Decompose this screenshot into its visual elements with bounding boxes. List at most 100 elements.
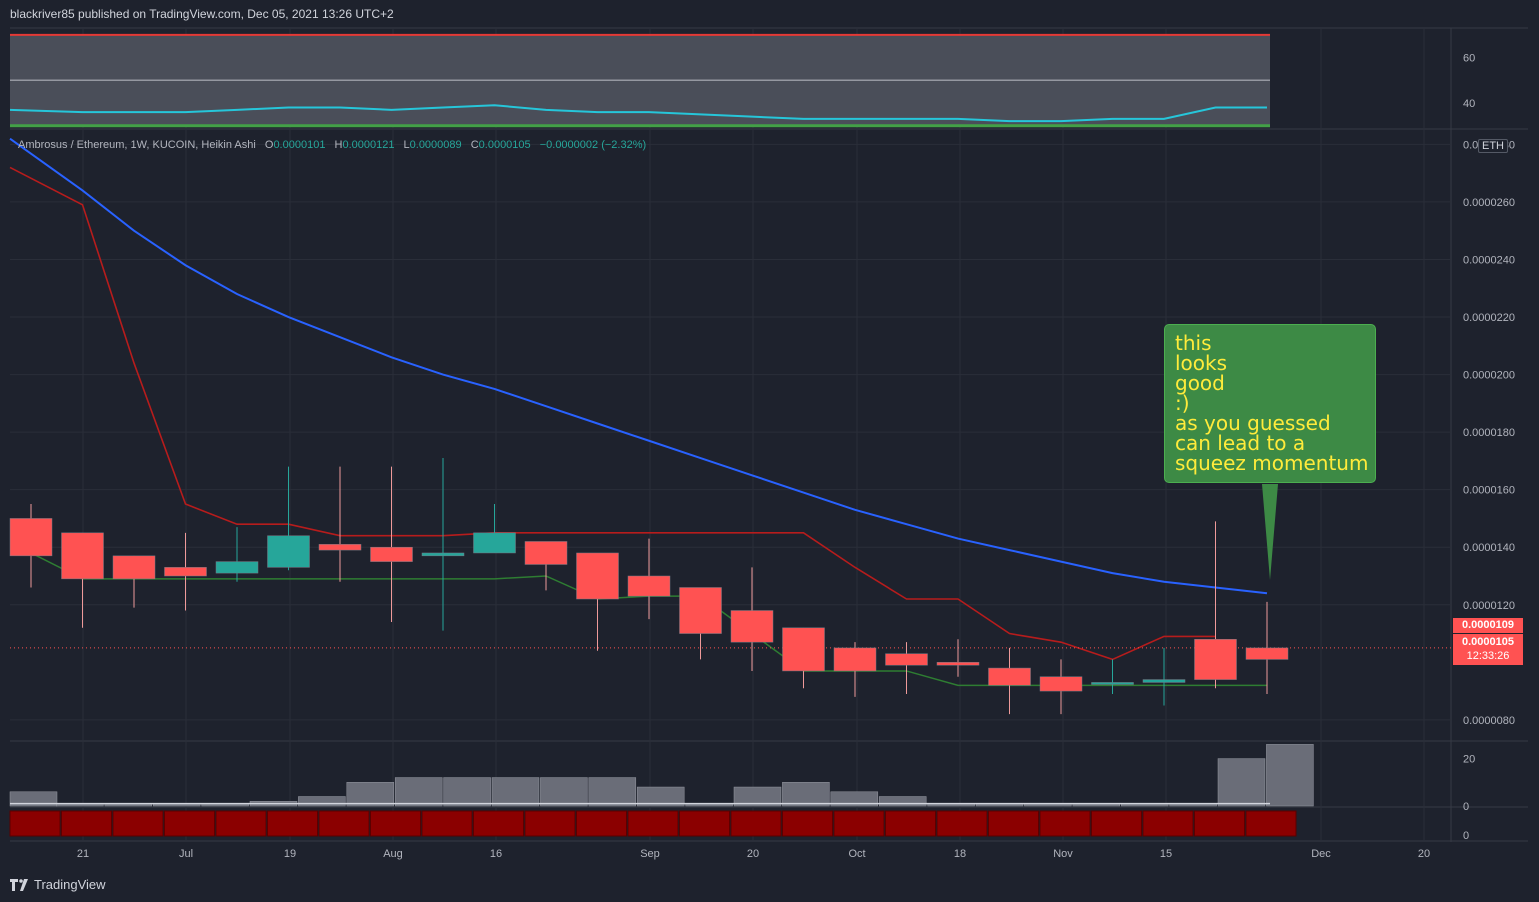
- slow-moving-average: [9, 137, 1268, 595]
- low-label: L: [403, 139, 410, 151]
- bottom-tick-label: 0: [1463, 830, 1469, 842]
- volume-bar: [443, 777, 491, 807]
- change-value: −0.0000002 (−2.32%): [539, 139, 647, 151]
- volume-bar: [1266, 744, 1314, 807]
- bottom-indicator-bar: [1142, 810, 1194, 837]
- rsi-line: [9, 104, 1267, 123]
- high-label: H: [334, 139, 343, 151]
- symbol-legend: Ambrosus / Ethereum, 1W, KUCOIN, Heikin …: [18, 139, 646, 151]
- candle-body: [988, 667, 1031, 686]
- volume-tick-label: 0: [1463, 801, 1469, 813]
- open-label: O: [264, 139, 274, 151]
- x-tick-label: Oct: [848, 848, 865, 860]
- last-price-tag: 0.0000105 12:33:26: [1453, 634, 1523, 665]
- annotation-callout[interactable]: this looks good :) as you guessed can le…: [1164, 324, 1376, 483]
- fast-moving-average: [9, 166, 1216, 661]
- callout-line: good: [1175, 371, 1225, 395]
- bottom-indicator-bar: [1091, 810, 1142, 837]
- candle-body: [421, 552, 465, 557]
- candle-body: [885, 653, 928, 666]
- bottom-indicator-bar: [112, 810, 164, 837]
- candle-body: [679, 587, 722, 634]
- grid-lines: [10, 27, 1528, 842]
- volume-bar: [733, 786, 782, 807]
- volume-bar: [540, 777, 588, 807]
- bottom-indicator-bar: [833, 810, 885, 837]
- bottom-indicator-bar: [1039, 810, 1091, 837]
- bottom-indicator-bar: [524, 810, 576, 837]
- bottom-indicator-bar: [782, 810, 833, 837]
- callout-line: as you guessed: [1175, 411, 1331, 435]
- bottom-indicator-bar: [9, 810, 61, 837]
- close-value: 0.0000105: [478, 139, 531, 151]
- bottom-indicator-bar: [1245, 810, 1297, 837]
- currency-badge[interactable]: ETH: [1478, 139, 1508, 153]
- y-tick-label: 0.0000220: [1463, 312, 1515, 324]
- callout-line: squeez momentum: [1175, 451, 1369, 475]
- y-tick-label: 0.0000140: [1463, 542, 1515, 554]
- y-tick-label: 0.0000180: [1463, 427, 1515, 439]
- open-value: 0.0000101: [273, 139, 326, 151]
- x-tick-label: Aug: [383, 848, 403, 860]
- low-value: 0.0000089: [409, 139, 462, 151]
- callout-line: this: [1175, 331, 1212, 355]
- candle-body: [1194, 639, 1237, 680]
- bottom-indicator-bar: [627, 810, 679, 837]
- bottom-indicator-bar: [164, 810, 215, 837]
- x-tick-label: Sep: [640, 848, 660, 860]
- volume-bar: [588, 777, 637, 807]
- y-tick-label: 0.0000200: [1463, 370, 1515, 382]
- y-tick-label: 0.0000260: [1463, 197, 1515, 209]
- footer[interactable]: TradingView: [10, 877, 106, 892]
- x-tick-label: 21: [77, 848, 89, 860]
- candle-body: [370, 546, 413, 562]
- candle-body: [9, 518, 53, 557]
- volume-bar: [636, 786, 685, 807]
- bottom-indicator-bar: [1194, 810, 1245, 837]
- candle-body: [473, 532, 516, 554]
- y-tick-label: 0.0000120: [1463, 600, 1515, 612]
- last-price-value: 0.0000105: [1462, 636, 1514, 648]
- candle-body: [1039, 676, 1083, 692]
- volume-bar: [394, 777, 443, 807]
- price-pane: [9, 137, 1451, 715]
- rsi-tick-label: 60: [1463, 53, 1475, 65]
- bar-countdown: 12:33:26: [1466, 650, 1510, 662]
- volume-bar: [298, 796, 346, 807]
- x-tick-label: 15: [1160, 848, 1172, 860]
- bottom-indicator-bar: [421, 810, 473, 837]
- callout-pointer: [1262, 484, 1278, 580]
- high-value: 0.0000121: [342, 139, 395, 151]
- bottom-indicator-bar: [936, 810, 988, 837]
- volume-pane: [9, 744, 1314, 807]
- candle-body: [318, 544, 362, 551]
- candle-body: [1142, 679, 1186, 683]
- bottom-indicator-bar: [318, 810, 370, 837]
- x-tick-label: Nov: [1053, 848, 1073, 860]
- candle-body: [524, 541, 568, 565]
- volume-bar: [346, 782, 395, 807]
- candle-body: [1245, 647, 1289, 660]
- x-tick-label: 20: [747, 848, 759, 860]
- candle-body: [1091, 682, 1134, 685]
- x-tick-label: 16: [490, 848, 502, 860]
- volume-bar: [491, 777, 540, 807]
- ema-price-tag: 0.0000109: [1453, 618, 1523, 633]
- bottom-indicator-bar: [370, 810, 421, 837]
- bottom-indicator-bar: [885, 810, 936, 837]
- publish-header: blackriver85 published on TradingView.co…: [10, 7, 394, 21]
- x-tick-label: 19: [284, 848, 296, 860]
- candle-body: [112, 555, 156, 580]
- rsi-pane: [9, 33, 1270, 128]
- volume-bar: [1217, 758, 1266, 807]
- x-tick-label: Jul: [179, 848, 193, 860]
- volume-bar: [830, 791, 879, 807]
- bottom-indicator-bar: [61, 810, 112, 837]
- y-tick-label: 0.0000080: [1463, 715, 1515, 727]
- candle-body: [627, 575, 671, 597]
- rsi-tick-label: 40: [1463, 98, 1475, 110]
- callout-line: can lead to a: [1175, 431, 1306, 455]
- bottom-indicator-bar: [473, 810, 524, 837]
- candle-body: [833, 647, 877, 672]
